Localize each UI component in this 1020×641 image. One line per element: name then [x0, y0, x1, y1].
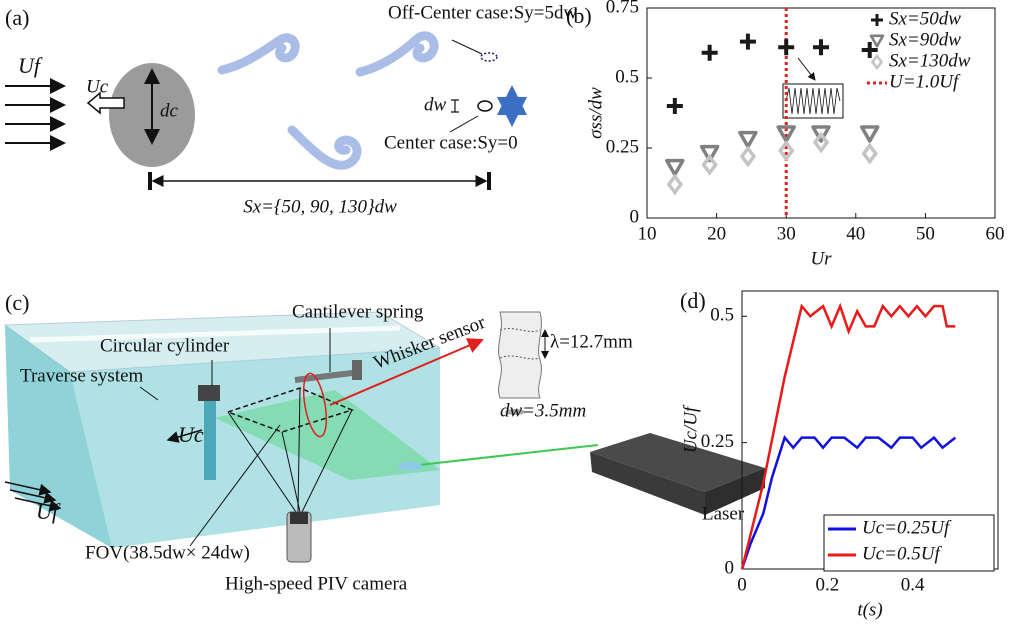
marker-triangle — [871, 36, 883, 47]
laser-label: Laser — [702, 503, 745, 524]
marker-triangle — [862, 127, 878, 141]
x-tick-label: 10 — [638, 223, 657, 244]
camera-label: High-speed PIV camera — [225, 573, 408, 594]
cantilever-mount — [352, 360, 362, 380]
x-tick-label: 40 — [846, 223, 865, 244]
marker-diamond — [742, 148, 754, 164]
marker-plus — [740, 34, 756, 50]
legend-label: Sx=130dw — [889, 50, 971, 71]
cantilever-label: Cantilever spring — [292, 301, 424, 322]
marker-plus — [778, 39, 794, 55]
panel-label: (b) — [566, 3, 592, 28]
cylinder — [204, 398, 216, 480]
x-tick-label: 0 — [737, 574, 747, 595]
center-label: Center case:Sy=0 — [384, 132, 518, 153]
legend-label: Uc=0.5Uf — [862, 543, 942, 564]
marker-diamond — [669, 176, 681, 192]
inset-arrow — [798, 58, 815, 80]
x-tick-label: 30 — [777, 223, 796, 244]
lens — [398, 462, 422, 470]
x-axis-label: t(s) — [857, 599, 882, 620]
y-tick-label: 0.5 — [710, 305, 734, 326]
off-center-whisker — [481, 53, 497, 61]
diameter-label: dw=3.5mm — [500, 400, 586, 421]
spacing-label: Sx={50, 90, 130}dw — [243, 196, 397, 217]
cylinder-velocity: Uc — [86, 76, 109, 97]
x-tick-label: 0.2 — [815, 574, 839, 595]
flow-label: Uf — [18, 53, 43, 78]
legend-label: Uc=0.25Uf — [862, 517, 952, 538]
off-center-label: Off-Center case:Sy=5dw — [388, 2, 578, 23]
wavelength-label: λ=12.7mm — [550, 331, 633, 352]
y-tick-label: 0.75 — [606, 0, 639, 17]
legend-label: Sx=90dw — [889, 29, 961, 50]
traverse-label: Traverse system — [20, 365, 144, 386]
y-tick-label: 0 — [725, 557, 735, 578]
flow-label: Uf — [36, 499, 61, 524]
cylinder-label: Circular cylinder — [100, 335, 230, 356]
charts: 10 20 30 40 50 60 0 0.25 0.5 0.75 Ur σss/dw (b) Sx=50… — [566, 0, 1005, 620]
legend-label: Sx=50dw — [889, 8, 961, 29]
legend-label: U=1.0Uf — [889, 71, 961, 92]
leader — [450, 116, 478, 132]
panel-c: (c) Laser Circular cylinder Cantilever s… — [5, 290, 765, 594]
panel-label: (a) — [5, 5, 29, 30]
cylinder-mount — [198, 385, 220, 401]
cylinder-diameter: dc — [160, 100, 179, 121]
x-tick-label: 20 — [707, 223, 726, 244]
y-tick-label: 0.25 — [606, 136, 639, 157]
whisker-diameter: dw — [424, 94, 447, 115]
marker-diamond — [780, 143, 792, 159]
marker-plus — [871, 14, 883, 26]
panel-label: (c) — [5, 290, 29, 315]
x-tick-label: 50 — [916, 223, 935, 244]
y-tick-label: 0.25 — [701, 431, 734, 452]
x-tick-label: 60 — [986, 223, 1005, 244]
panel-label: (d) — [680, 288, 706, 313]
panel-a: (a) Uf Uc dc Off-Center case:Sy=5dw dw C… — [5, 2, 578, 217]
marker-plus — [702, 45, 718, 61]
marker-plus — [667, 98, 683, 114]
fov-label: FOV(38.5dw× 24dw) — [85, 542, 250, 563]
y-tick-label: 0.5 — [615, 66, 639, 87]
marker-plus — [813, 39, 829, 55]
marker-triangle — [667, 161, 683, 175]
y-tick-label: 0 — [630, 206, 640, 227]
center-whisker — [478, 101, 492, 111]
y-axis-label: Uc/Uf — [680, 404, 701, 453]
figure: (a) Uf Uc dc Off-Center case:Sy=5dw dw C… — [0, 0, 1020, 641]
cylinder-velocity: Uc — [178, 422, 204, 447]
dim-mark — [451, 100, 459, 112]
x-axis-label: Ur — [810, 248, 832, 269]
marker-triangle — [740, 133, 756, 147]
marker-diamond — [704, 157, 716, 173]
marker-diamond — [864, 146, 876, 162]
x-tick-label: 0.4 — [901, 574, 925, 595]
flow-arrows — [5, 86, 64, 143]
whisker-inset — [499, 312, 542, 398]
camera-lens — [290, 512, 308, 524]
y-axis-label: σss/dw — [585, 87, 606, 139]
marker-diamond — [873, 56, 882, 68]
leader — [452, 40, 482, 54]
